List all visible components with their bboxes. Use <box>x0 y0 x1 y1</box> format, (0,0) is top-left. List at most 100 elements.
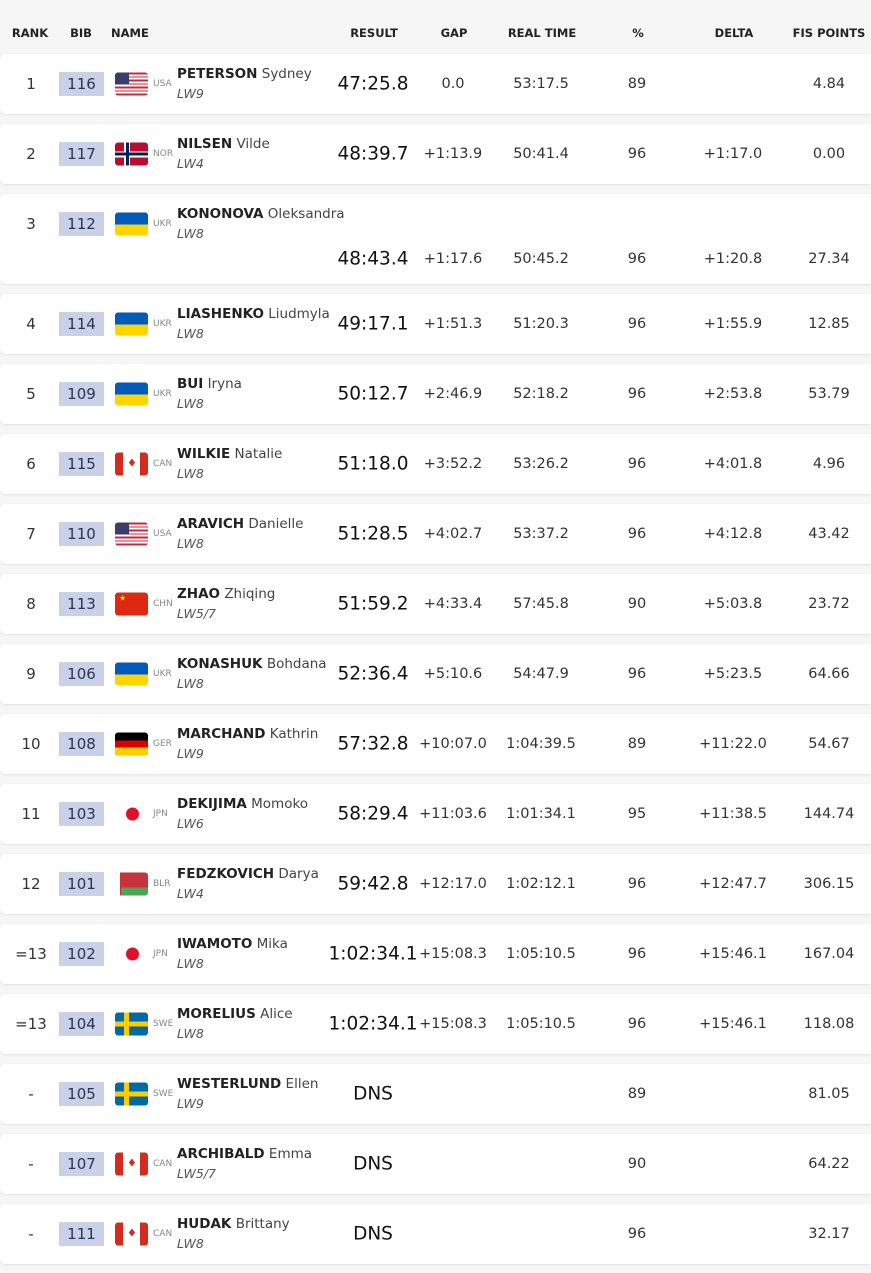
athlete-name[interactable]: FEDZKOVICH Darya <box>177 866 319 882</box>
percentage: 96 <box>627 666 647 682</box>
classification: LW9 <box>177 1096 204 1111</box>
athlete-name[interactable]: ARCHIBALD Emma <box>177 1146 312 1162</box>
percentage: 96 <box>627 1226 647 1242</box>
table-row[interactable]: - 105 SWE WESTERLUND Ellen LW9 DNS 89 81… <box>0 1064 871 1124</box>
table-row[interactable]: 2 117 NOR NILSEN Vilde LW4 48:39.7 +1:13… <box>0 124 871 184</box>
fis-points: 64.66 <box>808 666 850 682</box>
gap: 0.0 <box>441 76 465 92</box>
last-name: ARCHIBALD <box>177 1146 265 1162</box>
classification: LW5/7 <box>177 1166 216 1181</box>
flag-icon: ♦ <box>115 452 148 476</box>
header-pct[interactable]: % <box>632 26 644 40</box>
table-row[interactable]: =13 104 SWE MORELIUS Alice LW8 1:02:34.1… <box>0 994 871 1054</box>
table-row[interactable]: 5 109 UKR BUI Iryna LW8 50:12.7 +2:46.9 … <box>0 364 871 424</box>
last-name: MORELIUS <box>177 1006 256 1022</box>
last-name: KONASHUK <box>177 656 263 672</box>
result: 59:42.8 <box>337 873 409 895</box>
classification: LW8 <box>177 466 204 481</box>
bib-badge: 109 <box>59 382 104 406</box>
last-name: LIASHENKO <box>177 306 264 322</box>
rank: 9 <box>26 665 36 683</box>
percentage: 90 <box>627 1156 647 1172</box>
gap: +10:07.0 <box>419 736 487 752</box>
last-name: FEDZKOVICH <box>177 866 275 882</box>
first-name: Sydney <box>261 66 312 82</box>
header-rank[interactable]: RANK <box>11 26 49 40</box>
gap: +15:08.3 <box>419 1016 487 1032</box>
table-row[interactable]: 4 114 UKR LIASHENKO Liudmyla LW8 49:17.1… <box>0 294 871 354</box>
country-code: UKR <box>153 669 172 679</box>
flag-icon <box>115 872 148 896</box>
table-header: RANK BIB NAME RESULT GAP REAL TIME % DEL… <box>0 0 871 54</box>
real-time: 53:26.2 <box>513 456 569 472</box>
athlete-name[interactable]: MORELIUS Alice <box>177 1006 293 1022</box>
athlete-name[interactable]: HUDAK Brittany <box>177 1216 290 1232</box>
athlete-name[interactable]: LIASHENKO Liudmyla <box>177 306 330 322</box>
first-name: Momoko <box>251 796 309 812</box>
classification: LW8 <box>177 1236 204 1251</box>
athlete-name[interactable]: KONONOVA Oleksandra <box>177 206 345 222</box>
header-delta[interactable]: DELTA <box>714 26 754 40</box>
table-row[interactable]: - 111 ♦ CAN HUDAK Brittany LW8 DNS 96 32… <box>0 1204 871 1264</box>
table-row[interactable]: - 107 ♦ CAN ARCHIBALD Emma LW5/7 DNS 90 … <box>0 1134 871 1194</box>
bib-badge: 104 <box>59 1012 104 1036</box>
percentage: 96 <box>627 146 647 162</box>
table-row[interactable]: 6 115 ♦ CAN WILKIE Natalie LW8 51:18.0 +… <box>0 434 871 494</box>
athlete-name[interactable]: IWAMOTO Mika <box>177 936 288 952</box>
bib-badge: 107 <box>59 1152 104 1176</box>
classification: LW4 <box>177 156 204 171</box>
table-row[interactable]: 12 101 BLR FEDZKOVICH Darya LW4 59:42.8 … <box>0 854 871 914</box>
delta: +5:23.5 <box>703 666 763 682</box>
table-row[interactable]: 8 113 ★ CHN ZHAO Zhiqing LW5/7 51:59.2 +… <box>0 574 871 634</box>
table-row[interactable]: 1 116 USA PETERSON Sydney LW9 47:25.8 0.… <box>0 54 871 114</box>
delta: +2:53.8 <box>703 386 763 402</box>
athlete-name[interactable]: ZHAO Zhiqing <box>177 586 275 602</box>
athlete-name[interactable]: PETERSON Sydney <box>177 66 312 82</box>
gap: +5:10.6 <box>423 666 483 682</box>
bib-badge: 108 <box>59 732 104 756</box>
rank: 12 <box>21 875 41 893</box>
percentage: 89 <box>627 736 647 752</box>
real-time: 57:45.8 <box>513 596 569 612</box>
header-real-time[interactable]: REAL TIME <box>507 26 577 40</box>
first-name: Oleksandra <box>267 206 345 222</box>
athlete-name[interactable]: NILSEN Vilde <box>177 136 270 152</box>
table-row[interactable]: 9 106 UKR KONASHUK Bohdana LW8 52:36.4 +… <box>0 644 871 704</box>
table-row[interactable]: 3 112 UKR KONONOVA Oleksandra LW8 48:43.… <box>0 194 871 284</box>
athlete-name[interactable]: WESTERLUND Ellen <box>177 1076 318 1092</box>
real-time: 51:20.3 <box>513 316 569 332</box>
rank: =13 <box>15 945 47 963</box>
rank: 11 <box>21 805 41 823</box>
last-name: ARAVICH <box>177 516 245 532</box>
country-code: NOR <box>153 149 174 159</box>
athlete-name[interactable]: ARAVICH Danielle <box>177 516 303 532</box>
real-time: 1:05:10.5 <box>506 1016 576 1032</box>
rank: 1 <box>26 75 36 93</box>
athlete-name[interactable]: MARCHAND Kathrin <box>177 726 318 742</box>
table-row[interactable]: 11 103 JPN DEKIJIMA Momoko LW6 58:29.4 +… <box>0 784 871 844</box>
flag-icon <box>115 212 148 236</box>
flag-icon <box>115 662 148 686</box>
header-bib[interactable]: BIB <box>70 26 92 40</box>
fis-points: 64.22 <box>808 1156 850 1172</box>
first-name: Alice <box>260 1006 293 1022</box>
result: 51:18.0 <box>337 453 409 475</box>
header-gap[interactable]: GAP <box>440 26 468 40</box>
delta: +11:38.5 <box>699 806 767 822</box>
delta: +1:55.9 <box>703 316 763 332</box>
table-row[interactable]: =13 102 JPN IWAMOTO Mika LW8 1:02:34.1 +… <box>0 924 871 984</box>
athlete-name[interactable]: DEKIJIMA Momoko <box>177 796 308 812</box>
athlete-name[interactable]: BUI Iryna <box>177 376 242 392</box>
country-code: BLR <box>153 879 171 889</box>
header-result[interactable]: RESULT <box>350 26 398 40</box>
header-fis-points[interactable]: FIS POINTS <box>792 26 866 40</box>
rank: =13 <box>15 1015 47 1033</box>
athlete-name[interactable]: WILKIE Natalie <box>177 446 282 462</box>
table-row[interactable]: 7 110 USA ARAVICH Danielle LW8 51:28.5 +… <box>0 504 871 564</box>
gap: +11:03.6 <box>419 806 487 822</box>
last-name: KONONOVA <box>177 206 264 222</box>
percentage: 96 <box>627 946 647 962</box>
table-row[interactable]: 10 108 GER MARCHAND Kathrin LW9 57:32.8 … <box>0 714 871 774</box>
header-name[interactable]: NAME <box>111 26 149 40</box>
athlete-name[interactable]: KONASHUK Bohdana <box>177 656 327 672</box>
